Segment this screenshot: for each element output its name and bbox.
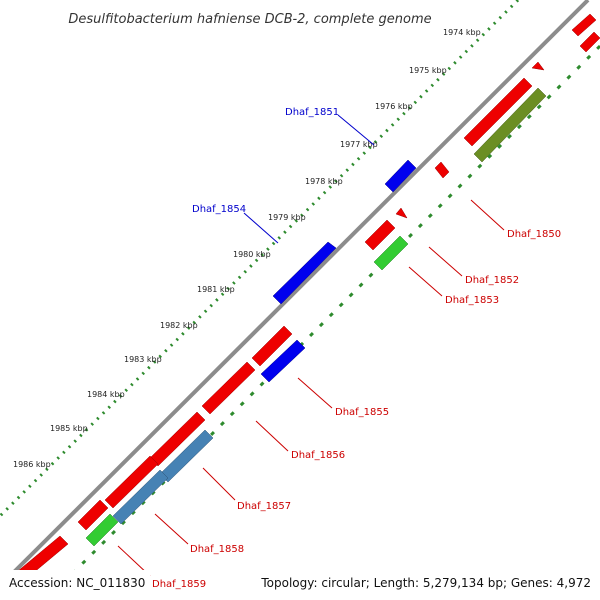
leader-dhaf-1854 [243,212,279,244]
accession-backdrop [0,570,150,600]
tick-label: 1976 kbp [375,102,413,111]
gene-arrow[interactable] [531,61,545,71]
leader-dhaf-1850 [470,199,505,231]
gene-dhaf-1856[interactable] [201,361,256,415]
gene-dhaf-1851[interactable] [384,159,417,193]
tick-label: 1980 kbp [233,250,271,259]
gene-label-dhaf-1856[interactable]: Dhaf_1856 [291,450,345,461]
gene-dhaf-1853[interactable] [373,235,409,271]
gene-label-dhaf-1850[interactable]: Dhaf_1850 [507,229,561,240]
gene-label-dhaf-1852[interactable]: Dhaf_1852 [465,275,519,286]
tick-label: 1979 kbp [268,213,306,222]
accession-text: Accession: NC_011830 [9,576,145,590]
leader-dhaf-1858 [154,513,189,545]
gene-label-dhaf-1858[interactable]: Dhaf_1858 [190,544,244,555]
gene-label-dhaf-1854[interactable]: Dhaf_1854 [192,204,246,215]
gene-arrow[interactable] [579,31,600,53]
leader-dhaf-1857 [202,467,236,501]
tick-label: 1982 kbp [160,321,198,330]
leader-dhaf-1855 [297,377,333,409]
leader-dhaf-1856 [255,420,289,452]
leader-dhaf-1851 [337,114,375,146]
topology-text: Topology: circular; Length: 5,279,134 bp… [260,576,591,590]
gene-label-dhaf-1851[interactable]: Dhaf_1851 [285,107,339,118]
genome-backbone [0,0,590,588]
tick-label: 1975 kbp [409,66,447,75]
gene-dhaf-1855[interactable] [260,339,306,383]
outer-dotted-ruler [0,0,520,518]
tick-label: 1986 kbp [13,460,51,469]
outer-strand-features [272,159,417,305]
tick-label: 1981 kbp [197,285,235,294]
tick-label: 1977 kbp [340,140,378,149]
gene-labels: Dhaf_1851 Dhaf_1854 Dhaf_1850 Dhaf_1852 … [152,107,561,590]
tick-labels: 1974 kbp 1975 kbp 1976 kbp 1977 kbp 1978… [13,28,481,469]
leader-dhaf-1853 [408,266,443,297]
genome-title: Desulfitobacterium hafniense DCB-2, comp… [68,12,431,27]
gene-arrow[interactable] [463,77,533,147]
gene-label-dhaf-1853[interactable]: Dhaf_1853 [445,295,499,306]
secondary-features [85,31,600,547]
gene-dhaf-1852-arrow[interactable] [395,207,408,219]
label-leaders [117,114,505,577]
gene-dhaf-1858[interactable] [104,455,159,509]
gene-green[interactable] [85,513,119,547]
tick-label: 1985 kbp [50,424,88,433]
gene-dhaf-1854[interactable] [272,241,337,305]
gene-label-dhaf-1857[interactable]: Dhaf_1857 [237,501,291,512]
gene-dhaf-1855-upper[interactable] [251,325,293,367]
gene-arrow[interactable] [77,499,109,531]
inner-dashed-ruler [48,44,600,598]
gene-label-dhaf-1855[interactable]: Dhaf_1855 [335,407,389,418]
gene-dhaf-1850[interactable] [473,87,547,163]
tick-label: 1978 kbp [305,177,343,186]
gene-dhaf-1852[interactable] [364,219,396,251]
tick-label: 1974 kbp [443,28,481,37]
tick-label: 1984 kbp [87,390,125,399]
inner-strand-features [0,13,597,595]
gene-arrow[interactable] [434,161,450,179]
tick-label: 1983 kbp [124,355,162,364]
gene-label-dhaf-1859[interactable]: Dhaf_1859 [152,579,206,590]
gene-steel-2[interactable] [112,469,169,525]
gene-arrow[interactable] [571,13,597,37]
leader-dhaf-1852 [428,246,463,277]
